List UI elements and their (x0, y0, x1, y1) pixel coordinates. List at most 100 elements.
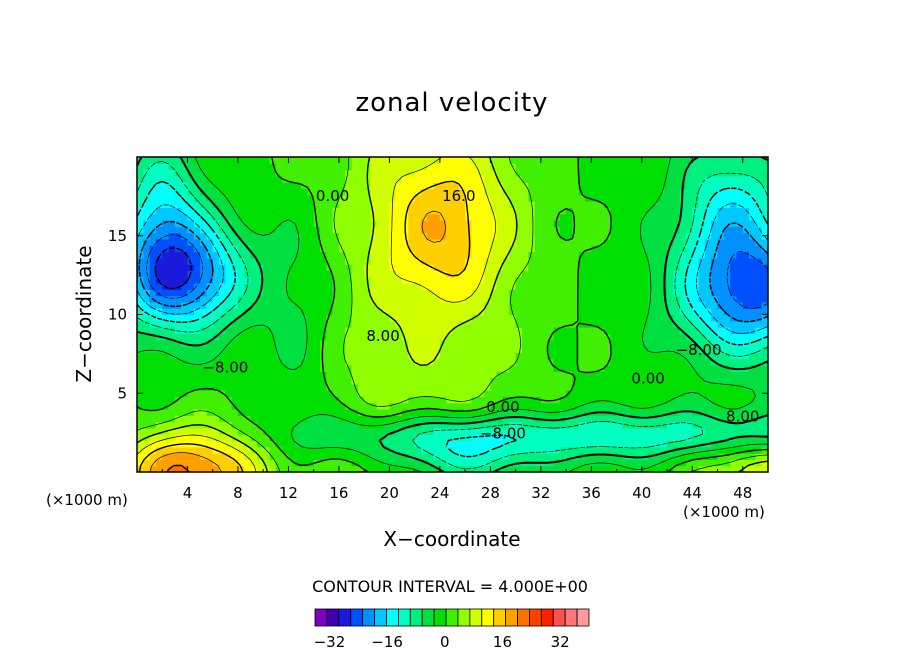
field-cell (332, 409, 340, 416)
field-cell (465, 352, 473, 360)
field-cell (616, 201, 624, 208)
field-cell (610, 295, 618, 303)
field-cell (648, 194, 656, 202)
field-cell (370, 440, 378, 448)
field-cell (193, 289, 201, 297)
field-cell (162, 257, 170, 265)
field-cell (585, 295, 592, 303)
field-cell (206, 320, 214, 328)
field-cell (162, 371, 170, 379)
field-cell (269, 421, 277, 429)
field-cell (364, 251, 372, 259)
field-cell (629, 377, 637, 385)
field-cell (585, 409, 592, 416)
field-cell (559, 377, 567, 385)
field-cell (282, 257, 290, 265)
field-cell (509, 270, 517, 278)
field-cell (301, 276, 308, 284)
field-cell (149, 226, 157, 234)
field-cell (597, 396, 605, 404)
field-cell (471, 175, 479, 183)
field-cell (351, 213, 359, 221)
field-cell (395, 163, 403, 171)
field-cell (395, 194, 403, 202)
field-cell (301, 201, 308, 208)
field-cell (477, 194, 485, 202)
field-cell (685, 427, 693, 435)
field-cell (597, 257, 605, 265)
field-cell (629, 289, 637, 297)
field-cell (206, 415, 214, 423)
field-cell (540, 270, 548, 278)
field-cell (742, 245, 750, 253)
field-cell (168, 213, 176, 221)
field-cell (383, 301, 390, 309)
field-cell (490, 346, 498, 353)
field-cell (654, 459, 662, 467)
field-cell (414, 251, 422, 259)
field-cell (313, 283, 321, 290)
field-cell (446, 163, 454, 171)
field-cell (496, 220, 504, 227)
field-cell (585, 453, 592, 460)
field-cell (692, 383, 700, 391)
field-cell (648, 308, 656, 316)
field-cell (477, 257, 485, 265)
field-cell (585, 459, 592, 467)
field-cell (313, 434, 321, 442)
field-cell (477, 163, 485, 171)
field-cell (395, 358, 403, 366)
field-cell (319, 270, 327, 278)
field-cell (275, 295, 283, 303)
field-cell (698, 421, 706, 429)
field-cell (395, 459, 403, 467)
field-cell (622, 371, 630, 379)
field-cell (282, 232, 290, 240)
field-cell (137, 289, 144, 297)
field-cell (237, 434, 245, 442)
field-cell (181, 276, 189, 284)
field-cell (698, 201, 706, 208)
field-cell (326, 257, 334, 265)
field-cell (591, 446, 599, 454)
field-cell (509, 276, 517, 284)
field-cell (578, 163, 586, 171)
field-cell (313, 201, 321, 208)
field-cell (502, 459, 510, 467)
field-cell (181, 232, 189, 240)
field-cell (521, 163, 529, 171)
field-cell (256, 257, 264, 265)
field-cell (547, 194, 555, 202)
field-cell (465, 301, 473, 309)
field-cell (458, 264, 466, 271)
field-cell (364, 346, 372, 353)
field-cell (761, 220, 768, 227)
field-cell (477, 446, 485, 454)
field-cell (137, 339, 144, 347)
field-cell (667, 201, 674, 208)
field-cell (667, 427, 674, 435)
field-cell (654, 201, 662, 208)
field-cell (275, 333, 283, 341)
field-cell (698, 434, 706, 442)
field-cell (540, 409, 548, 416)
field-cell (193, 314, 201, 322)
field-cell (755, 220, 763, 227)
field-cell (244, 201, 252, 208)
field-cell (704, 283, 712, 290)
field-cell (206, 226, 214, 234)
field-cell (402, 163, 409, 171)
field-cell (717, 182, 725, 190)
field-cell (225, 308, 233, 316)
field-cell (673, 327, 681, 334)
field-cell (616, 194, 624, 202)
field-cell (193, 459, 201, 467)
field-cell (263, 188, 271, 196)
field-cell (723, 346, 731, 353)
field-cell (490, 163, 498, 171)
field-cell (376, 396, 384, 404)
field-cell (730, 421, 738, 429)
field-cell (648, 207, 656, 215)
field-cell (749, 427, 756, 435)
field-cell (730, 383, 738, 391)
